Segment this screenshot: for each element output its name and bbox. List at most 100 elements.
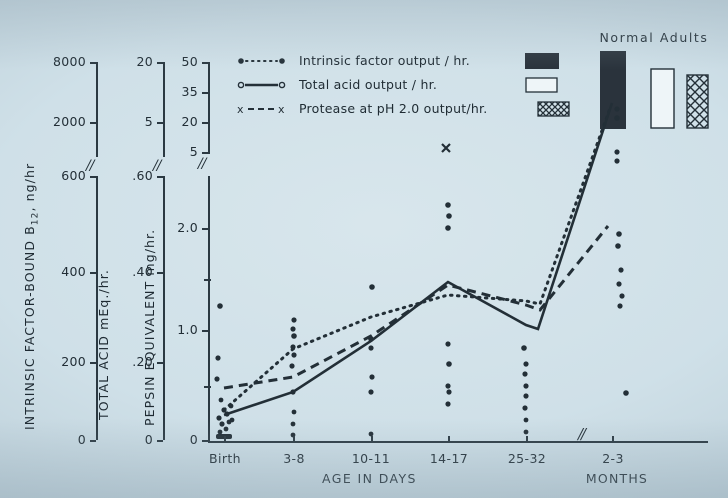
normal-adults-reference: Normal Adults	[588, 30, 720, 129]
normal-adults-title: Normal Adults	[599, 30, 709, 45]
y1-tick-8000	[90, 62, 96, 64]
x-label-2-3: 2-3	[602, 451, 624, 466]
normal-adults-bar-protease	[686, 74, 709, 129]
y1-ticklabel-200: 200	[61, 354, 86, 369]
solid-line-open-circle-icon	[237, 78, 295, 92]
y3-tick-5	[202, 152, 209, 154]
legend-item-protease: x x Protease at pH 2.0 output/hr.	[237, 100, 570, 124]
legend-item-total-acid: Total acid output / hr.	[237, 76, 559, 100]
y3-axis-upper-segment	[208, 62, 210, 154]
x-axis-line	[208, 441, 708, 443]
scatter-group-25-32	[521, 345, 529, 435]
y3-tick-50	[202, 62, 209, 64]
y1-ticklabel-8000: 8000	[52, 54, 86, 69]
y2-ticklabel-40: .40	[132, 264, 153, 279]
scatter-group-birth	[214, 303, 235, 439]
y3-tick-35	[202, 92, 209, 94]
y3-ticklabel-0: 0	[189, 432, 198, 447]
y2-tick-20b	[157, 362, 163, 364]
x-label-10-11: 10-11	[351, 451, 391, 466]
x-tick-3-8	[293, 436, 295, 442]
y1-ticklabel-400: 400	[61, 264, 86, 279]
y1-tick-600	[90, 176, 96, 178]
y1-axis-title: INTRINSIC FACTOR-BOUND B12, ng/hr	[22, 163, 41, 430]
y1-axis-lower-segment	[96, 176, 98, 440]
y3-ticklabel-2.0: 2.0	[177, 220, 198, 235]
legend-swatch-filled-dark	[525, 53, 559, 69]
y1-ticklabel-2000: 2000	[52, 114, 86, 129]
y2-tick-60	[157, 176, 163, 178]
y1-axis-title-main: INTRINSIC FACTOR-BOUND B	[22, 225, 37, 430]
y1-ticklabel-600: 600	[61, 168, 86, 183]
y2-ticklabel-60: .60	[132, 168, 153, 183]
y2-ticklabel-20b: .20	[132, 354, 153, 369]
x-tick-birth	[224, 436, 226, 442]
y2-axis-upper-segment	[163, 62, 165, 157]
plot-area	[208, 48, 708, 442]
series-line-protease	[223, 225, 610, 390]
y3-ticklabel-20: 20	[181, 114, 198, 129]
y2-ticklabel-0: 0	[144, 432, 153, 447]
y3-axis-title: PEPSIN EQUIVALENT mg/hr.	[142, 228, 157, 426]
y3-ticklabel-5: 5	[189, 144, 198, 159]
y2-tick-0	[157, 440, 163, 442]
dashed-line-x-marker-icon: x x	[237, 102, 295, 116]
y2-ticklabel-5: 5	[144, 114, 153, 129]
legend-swatch-cross-hatched	[537, 101, 571, 117]
x-tick-2-3-months	[612, 436, 614, 442]
y1-axis-break: //	[86, 158, 95, 174]
svg-text:x: x	[278, 103, 285, 116]
scatter-group-2-3-months	[614, 106, 629, 396]
y3-axis-break: //	[198, 156, 207, 172]
y3-tick-0	[202, 440, 209, 442]
legend-label-total-acid: Total acid output / hr.	[298, 77, 438, 92]
scatter-group-10-11	[368, 284, 375, 437]
normal-adults-bars	[588, 51, 720, 129]
y1-tick-2000	[90, 122, 96, 124]
x-label-3-8: 3-8	[283, 451, 305, 466]
y2-axis-lower-segment	[163, 176, 165, 440]
x-tick-25-32	[526, 436, 528, 442]
legend-swatch-open-white	[525, 77, 559, 93]
x-label-25-32: 25-32	[507, 451, 547, 466]
legend-label-protease: Protease at pH 2.0 output/hr.	[298, 101, 488, 116]
series-legend: Intrinsic factor output / hr. Total acid…	[237, 52, 570, 124]
y1-axis-upper-segment	[96, 62, 98, 157]
y3-tick-0.5-minor	[204, 386, 211, 388]
y3-ticklabel-35: 35	[181, 84, 198, 99]
y1-tick-0	[90, 440, 96, 442]
normal-adults-bar-intrinsic-factor	[600, 51, 626, 129]
x-tick-10-11	[371, 436, 373, 442]
y1-ticklabel-0: 0	[77, 432, 86, 447]
y3-tick-1.0	[202, 330, 209, 332]
y2-tick-20	[157, 62, 163, 64]
y3-tick-2.0	[202, 228, 209, 230]
x-axis-title: AGE IN DAYS	[322, 471, 417, 486]
y1-tick-200	[90, 362, 96, 364]
y3-tick-1.5-minor	[204, 279, 211, 281]
series-line-intrinsic-factor	[222, 106, 612, 412]
svg-text:x: x	[237, 103, 244, 116]
normal-adults-bar-total-acid	[650, 68, 675, 129]
y1-axis-title-unit: , ng/hr	[22, 162, 37, 212]
y1-tick-400	[90, 272, 96, 274]
x-axis-break: //	[578, 425, 586, 443]
scatter-group-14-17	[441, 143, 452, 407]
y3-tick-20	[202, 122, 209, 124]
y2-tick-5	[157, 122, 163, 124]
y2-tick-40	[157, 272, 163, 274]
x-label-birth: Birth	[208, 451, 241, 466]
y2-ticklabel-20: 20	[136, 54, 153, 69]
legend-item-intrinsic-factor: Intrinsic factor output / hr.	[237, 52, 559, 76]
x-label-months-unit: MONTHS	[585, 471, 649, 486]
dotted-line-filled-circle-icon	[237, 54, 295, 68]
y2-axis-break: //	[153, 158, 162, 174]
series-canvas	[214, 102, 629, 439]
series-line-total-acid	[223, 102, 614, 417]
legend-label-intrinsic-factor: Intrinsic factor output / hr.	[298, 53, 470, 68]
y3-ticklabel-1.0: 1.0	[177, 322, 198, 337]
y1-axis-title-subscript: 12	[30, 211, 41, 226]
y3-axis-lower-segment	[208, 176, 210, 441]
x-tick-14-17	[448, 436, 450, 442]
